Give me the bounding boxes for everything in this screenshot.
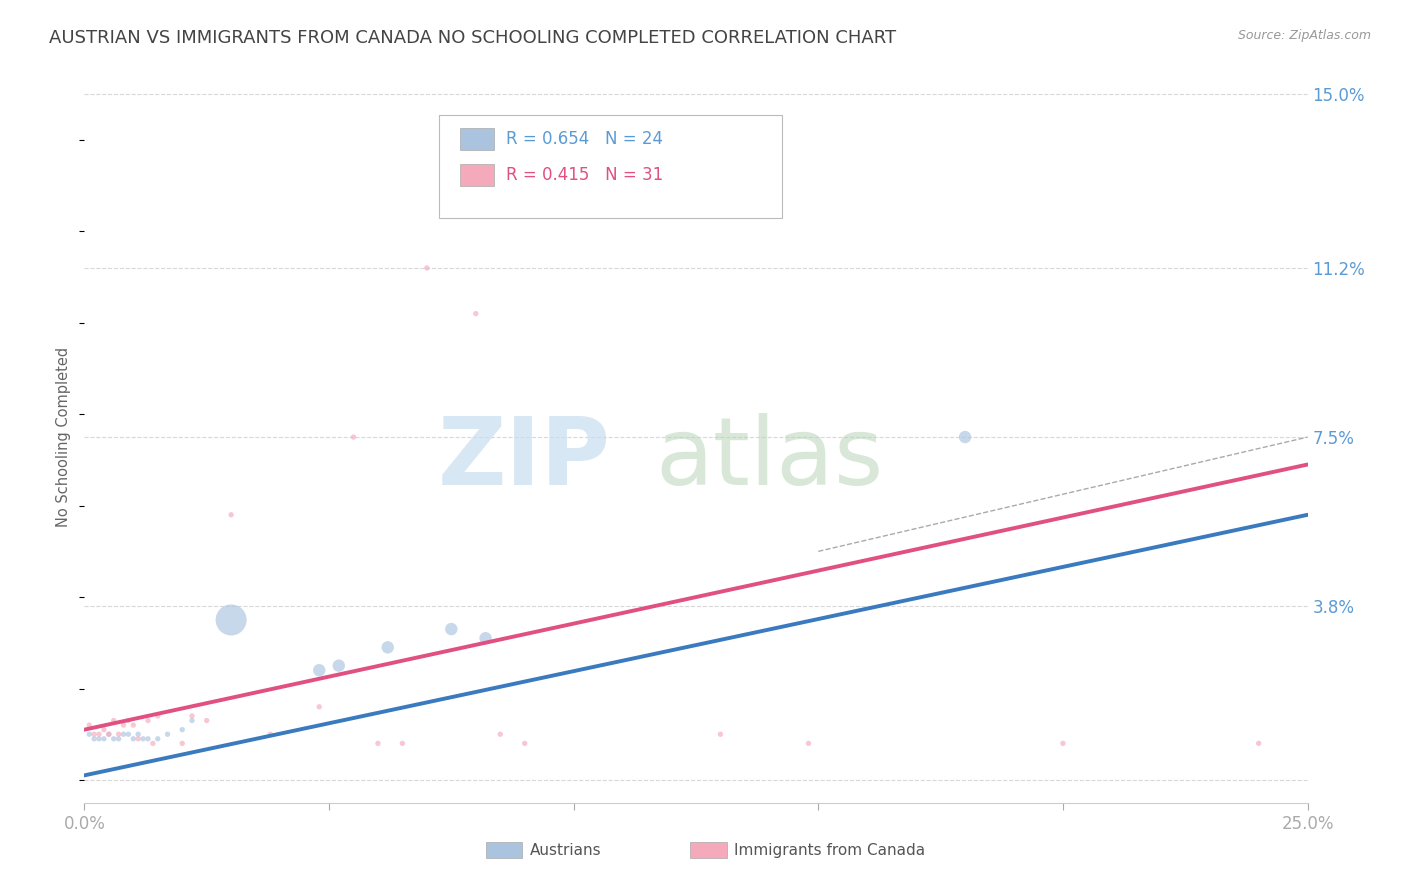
- Point: [87, 727, 110, 741]
- Text: AUSTRIAN VS IMMIGRANTS FROM CANADA NO SCHOOLING COMPLETED CORRELATION CHART: AUSTRIAN VS IMMIGRANTS FROM CANADA NO SC…: [49, 29, 897, 46]
- Point: [377, 640, 399, 655]
- Point: [103, 714, 125, 728]
- Point: [416, 260, 439, 275]
- Point: [127, 731, 149, 746]
- Text: Immigrants from Canada: Immigrants from Canada: [734, 843, 925, 858]
- Point: [97, 727, 120, 741]
- Point: [513, 736, 536, 750]
- Point: [342, 430, 364, 444]
- Point: [112, 718, 135, 732]
- FancyBboxPatch shape: [460, 164, 494, 186]
- Point: [474, 632, 496, 646]
- Y-axis label: No Schooling Completed: No Schooling Completed: [56, 347, 72, 527]
- Text: Source: ZipAtlas.com: Source: ZipAtlas.com: [1237, 29, 1371, 42]
- Point: [83, 731, 105, 746]
- Point: [259, 727, 281, 741]
- Point: [77, 727, 100, 741]
- FancyBboxPatch shape: [439, 115, 782, 218]
- Point: [195, 714, 218, 728]
- Point: [136, 731, 159, 746]
- Point: [464, 307, 486, 321]
- Point: [103, 731, 125, 746]
- Point: [146, 709, 169, 723]
- Text: atlas: atlas: [655, 413, 883, 505]
- Text: Austrians: Austrians: [530, 843, 602, 858]
- Point: [489, 727, 512, 741]
- Text: R = 0.415   N = 31: R = 0.415 N = 31: [506, 166, 664, 185]
- Point: [797, 736, 820, 750]
- Point: [87, 731, 110, 746]
- Point: [391, 736, 413, 750]
- Point: [142, 736, 165, 750]
- Point: [117, 727, 139, 741]
- Point: [93, 731, 115, 746]
- FancyBboxPatch shape: [485, 842, 522, 858]
- Point: [117, 714, 139, 728]
- Point: [77, 718, 100, 732]
- Point: [181, 714, 204, 728]
- Text: R = 0.654   N = 24: R = 0.654 N = 24: [506, 129, 664, 148]
- Point: [156, 727, 179, 741]
- Point: [107, 731, 129, 746]
- Point: [172, 723, 194, 737]
- Point: [953, 430, 976, 444]
- Point: [132, 731, 155, 746]
- Point: [97, 727, 120, 741]
- Point: [328, 658, 350, 673]
- Point: [1247, 736, 1270, 750]
- Point: [127, 727, 149, 741]
- Point: [367, 736, 389, 750]
- Point: [136, 714, 159, 728]
- Point: [112, 727, 135, 741]
- Point: [172, 736, 194, 750]
- Point: [308, 699, 330, 714]
- Text: ZIP: ZIP: [437, 413, 610, 505]
- Point: [440, 622, 463, 636]
- Point: [709, 727, 731, 741]
- FancyBboxPatch shape: [690, 842, 727, 858]
- Point: [219, 508, 242, 522]
- Point: [181, 709, 204, 723]
- Point: [107, 727, 129, 741]
- FancyBboxPatch shape: [460, 128, 494, 150]
- Point: [122, 718, 145, 732]
- Point: [308, 663, 330, 677]
- Point: [219, 613, 242, 627]
- Point: [83, 727, 105, 741]
- Point: [122, 731, 145, 746]
- Point: [146, 731, 169, 746]
- Point: [1052, 736, 1074, 750]
- Point: [93, 723, 115, 737]
